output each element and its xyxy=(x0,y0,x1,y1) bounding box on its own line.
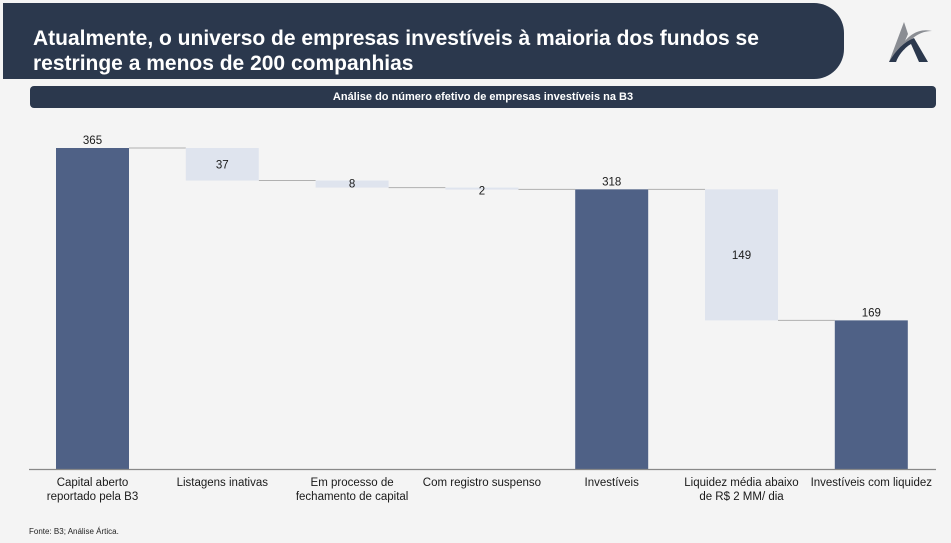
x-tick-label-line: Capital aberto xyxy=(56,477,129,489)
x-tick-label: Investíveis com liquidez xyxy=(806,476,936,490)
x-tick-label: Com registro suspenso xyxy=(417,476,547,490)
source-note: Fonte: B3; Análise Ártica. xyxy=(29,527,119,536)
title-banner: Atualmente, o universo de empresas inves… xyxy=(3,3,844,79)
total-bar xyxy=(575,189,649,470)
x-tick-label-line: Investíveis xyxy=(584,477,639,489)
chart-subtitle: Análise do número efetivo de empresas in… xyxy=(332,91,634,103)
x-tick-label: Investíveis xyxy=(547,476,677,490)
chart-subtitle-bar: Análise do número efetivo de empresas in… xyxy=(30,86,936,108)
data-label: 149 xyxy=(732,250,751,262)
x-tick-label: Listagens inativas xyxy=(157,476,287,490)
x-tick-label-line: Em processo de xyxy=(310,477,394,489)
decrease-bar xyxy=(185,148,259,181)
artica-logo-icon xyxy=(889,22,932,62)
data-label: 2 xyxy=(479,186,485,198)
total-bar xyxy=(834,320,908,469)
data-label: 169 xyxy=(862,307,881,319)
x-tick-label: Em processo de fechamento de capital xyxy=(287,476,417,504)
x-tick-label-line: Com registro suspenso xyxy=(422,477,542,489)
total-bar xyxy=(56,148,129,469)
data-label: 37 xyxy=(216,159,229,171)
waterfall-chart: 365 37 8 2 318 149 169 xyxy=(29,135,936,471)
data-label: 365 xyxy=(83,135,102,147)
x-tick-label-line: Liquidez média abaixo xyxy=(684,477,799,489)
x-tick-label-line: fechamento de capital xyxy=(295,491,409,503)
decrease-bar xyxy=(445,187,519,190)
x-tick-label: Capital aberto reportado pela B3 xyxy=(28,476,158,504)
data-label: 8 xyxy=(349,179,355,191)
x-tick-label-line: Listagens inativas xyxy=(176,477,268,489)
decrease-bar xyxy=(315,180,389,188)
x-tick-label-line: de R$ 2 MM/ dia xyxy=(699,491,784,503)
x-tick-label-line: reportado pela B3 xyxy=(46,491,139,503)
page-title: Atualmente, o universo de empresas inves… xyxy=(33,27,759,75)
x-tick-label-line: Investíveis com liquidez xyxy=(810,477,933,489)
x-tick-label: Liquidez média abaixo de R$ 2 MM/ dia xyxy=(677,476,807,504)
decrease-bar xyxy=(705,189,778,321)
data-label: 318 xyxy=(602,176,621,188)
